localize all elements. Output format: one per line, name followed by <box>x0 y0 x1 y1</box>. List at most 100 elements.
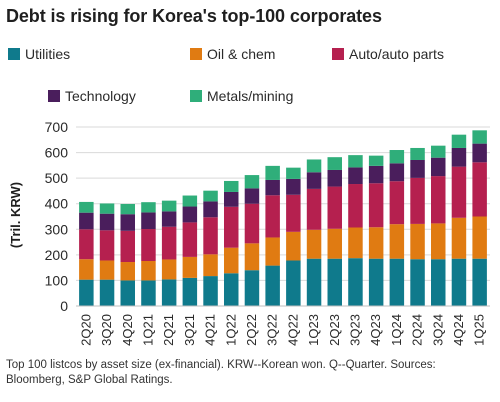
x-tick-label: 3Q23 <box>347 314 362 346</box>
bar-segment <box>244 203 260 244</box>
bar-segment <box>161 279 177 306</box>
y-tick-label: 600 <box>45 145 69 161</box>
bar-stack <box>472 130 487 306</box>
x-tick-label: 1Q25 <box>472 314 487 346</box>
bar-segment <box>203 201 218 218</box>
legend-item-oil-chem: Oil & chem <box>190 46 275 62</box>
bar-segment <box>472 216 487 259</box>
legend-swatch-technology <box>48 90 60 102</box>
bar-segment <box>368 155 384 166</box>
bar-segment <box>306 258 322 306</box>
y-axis-label: (Tril. KRW) <box>8 182 23 248</box>
bar-segment <box>472 130 487 144</box>
bar-stack <box>224 180 239 306</box>
bar-segment <box>79 201 94 213</box>
bar-segment <box>472 143 487 163</box>
bar-segment <box>99 230 115 261</box>
bar-segment <box>327 258 342 306</box>
bar-segment <box>203 190 218 202</box>
bar-segment <box>79 259 94 280</box>
bar-segment <box>141 212 156 230</box>
x-tick-label: 4Q20 <box>120 314 135 346</box>
x-tick-label: 1Q22 <box>223 314 238 346</box>
legend-label-oil-chem: Oil & chem <box>207 46 276 62</box>
x-tick-label: 4Q22 <box>285 314 300 346</box>
legend-swatch-metals <box>190 90 202 102</box>
bar-segment <box>410 159 425 178</box>
bar-segment <box>161 211 177 227</box>
y-tick-label: 700 <box>45 119 69 135</box>
bar-segment <box>348 258 363 306</box>
bar-segment <box>348 184 363 228</box>
bar-segment <box>431 223 446 260</box>
bar-segment <box>286 178 301 195</box>
x-tick-label: 3Q20 <box>99 314 114 346</box>
x-tick-label: 1Q24 <box>389 314 404 346</box>
bar-stack <box>99 203 115 306</box>
bar-segment <box>286 167 301 179</box>
bar-segment <box>203 276 218 306</box>
bar-segment <box>410 259 425 306</box>
bar-segment <box>161 259 177 280</box>
bar-stack <box>327 157 342 306</box>
bar-segment <box>306 159 322 173</box>
bar-stack <box>389 150 405 306</box>
legend-swatch-oil-chem <box>190 48 202 60</box>
bar-segment <box>141 202 156 213</box>
bar-stack <box>141 202 156 306</box>
bar-segment <box>451 134 467 148</box>
bar-segment <box>472 162 487 217</box>
bar-segment <box>368 258 384 306</box>
bar-segment <box>451 147 467 167</box>
x-tick-label: 2Q20 <box>78 314 93 346</box>
bar-segment <box>451 258 467 306</box>
bar-segment <box>368 183 384 228</box>
bar-segment <box>306 188 322 230</box>
bar-segment <box>410 223 425 260</box>
bar-segment <box>265 265 280 306</box>
bar-segment <box>410 147 425 160</box>
bar-segment <box>327 186 342 229</box>
bar-segment <box>306 229 322 259</box>
x-tick-label: 1Q23 <box>306 314 321 346</box>
legend-item-utilities: Utilities <box>8 46 70 62</box>
x-tick-label: 2Q24 <box>410 314 425 346</box>
legend-label-metals: Metals/mining <box>207 88 294 104</box>
bar-segment <box>79 279 94 306</box>
bar-segment <box>141 260 156 281</box>
x-tick-label: 4Q21 <box>203 314 218 346</box>
bar-segment <box>389 150 405 164</box>
bar-segment <box>265 179 280 196</box>
legend-item-auto: Auto/auto parts <box>332 46 444 62</box>
bar-segment <box>120 280 135 306</box>
bar-segment <box>410 177 425 224</box>
x-tick-label: 2Q23 <box>327 314 342 346</box>
x-tick-label: 4Q23 <box>368 314 383 346</box>
bar-stack <box>203 190 218 306</box>
y-tick-label: 300 <box>45 221 69 237</box>
x-axis: 2Q20 3Q20 4Q20 1Q21 2Q21 3Q21 4Q21 1Q22 2Q22 3Q22… <box>76 305 490 346</box>
bar-segment <box>244 188 260 204</box>
bar-segment <box>327 169 342 187</box>
legend-label-technology: Technology <box>65 88 136 104</box>
y-tick-label: 400 <box>45 196 69 212</box>
bar-segment <box>120 262 135 281</box>
bar-stack <box>120 203 135 306</box>
bar-segment <box>99 260 115 280</box>
bar-segment <box>161 226 177 260</box>
bar-segment <box>182 206 198 223</box>
bar-segment <box>327 157 342 170</box>
bar-segment <box>203 217 218 255</box>
bar-segment <box>182 277 198 306</box>
bar-stack <box>431 145 446 306</box>
bar-segment <box>286 231 301 261</box>
x-tick-label: 1Q21 <box>140 314 155 346</box>
bar-segment <box>327 228 342 259</box>
bar-segment <box>265 195 280 238</box>
bar-stack <box>182 195 198 306</box>
y-axis: 0 100 200 300 400 500 600 700 <box>45 119 69 314</box>
legend-item-metals: Metals/mining <box>190 88 293 104</box>
bar-segment <box>203 254 218 277</box>
bar-segment <box>368 227 384 259</box>
bar-segment <box>431 157 446 177</box>
